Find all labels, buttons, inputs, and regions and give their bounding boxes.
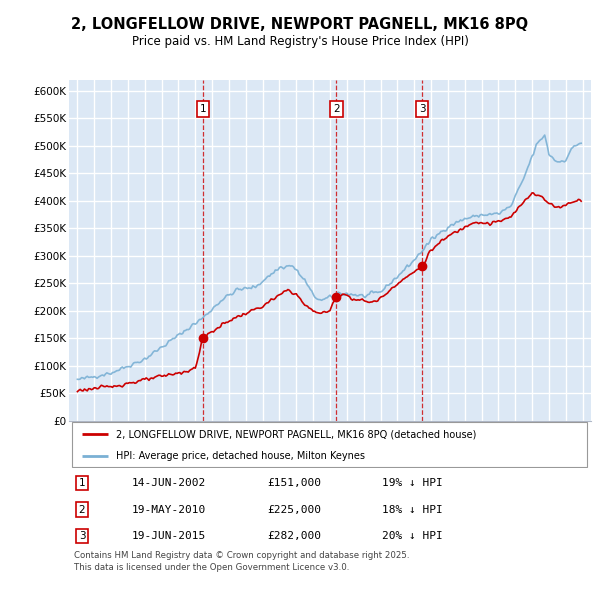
Text: 2: 2 <box>79 504 85 514</box>
Text: 2: 2 <box>333 104 340 114</box>
Text: 1: 1 <box>200 104 206 114</box>
Text: £151,000: £151,000 <box>268 478 322 488</box>
Text: 2, LONGFELLOW DRIVE, NEWPORT PAGNELL, MK16 8PQ (detached house): 2, LONGFELLOW DRIVE, NEWPORT PAGNELL, MK… <box>116 429 476 439</box>
Text: Contains HM Land Registry data © Crown copyright and database right 2025.
This d: Contains HM Land Registry data © Crown c… <box>74 551 410 572</box>
Text: HPI: Average price, detached house, Milton Keynes: HPI: Average price, detached house, Milt… <box>116 451 365 461</box>
Text: 1: 1 <box>79 478 85 488</box>
Text: 19-MAY-2010: 19-MAY-2010 <box>131 504 206 514</box>
Text: 19-JUN-2015: 19-JUN-2015 <box>131 531 206 541</box>
Text: 2, LONGFELLOW DRIVE, NEWPORT PAGNELL, MK16 8PQ: 2, LONGFELLOW DRIVE, NEWPORT PAGNELL, MK… <box>71 17 529 31</box>
Text: 19% ↓ HPI: 19% ↓ HPI <box>382 478 443 488</box>
Text: £225,000: £225,000 <box>268 504 322 514</box>
Text: 20% ↓ HPI: 20% ↓ HPI <box>382 531 443 541</box>
Text: £282,000: £282,000 <box>268 531 322 541</box>
Text: 14-JUN-2002: 14-JUN-2002 <box>131 478 206 488</box>
Text: Price paid vs. HM Land Registry's House Price Index (HPI): Price paid vs. HM Land Registry's House … <box>131 35 469 48</box>
Text: 18% ↓ HPI: 18% ↓ HPI <box>382 504 443 514</box>
Text: 3: 3 <box>419 104 425 114</box>
Text: 3: 3 <box>79 531 85 541</box>
FancyBboxPatch shape <box>71 422 587 467</box>
